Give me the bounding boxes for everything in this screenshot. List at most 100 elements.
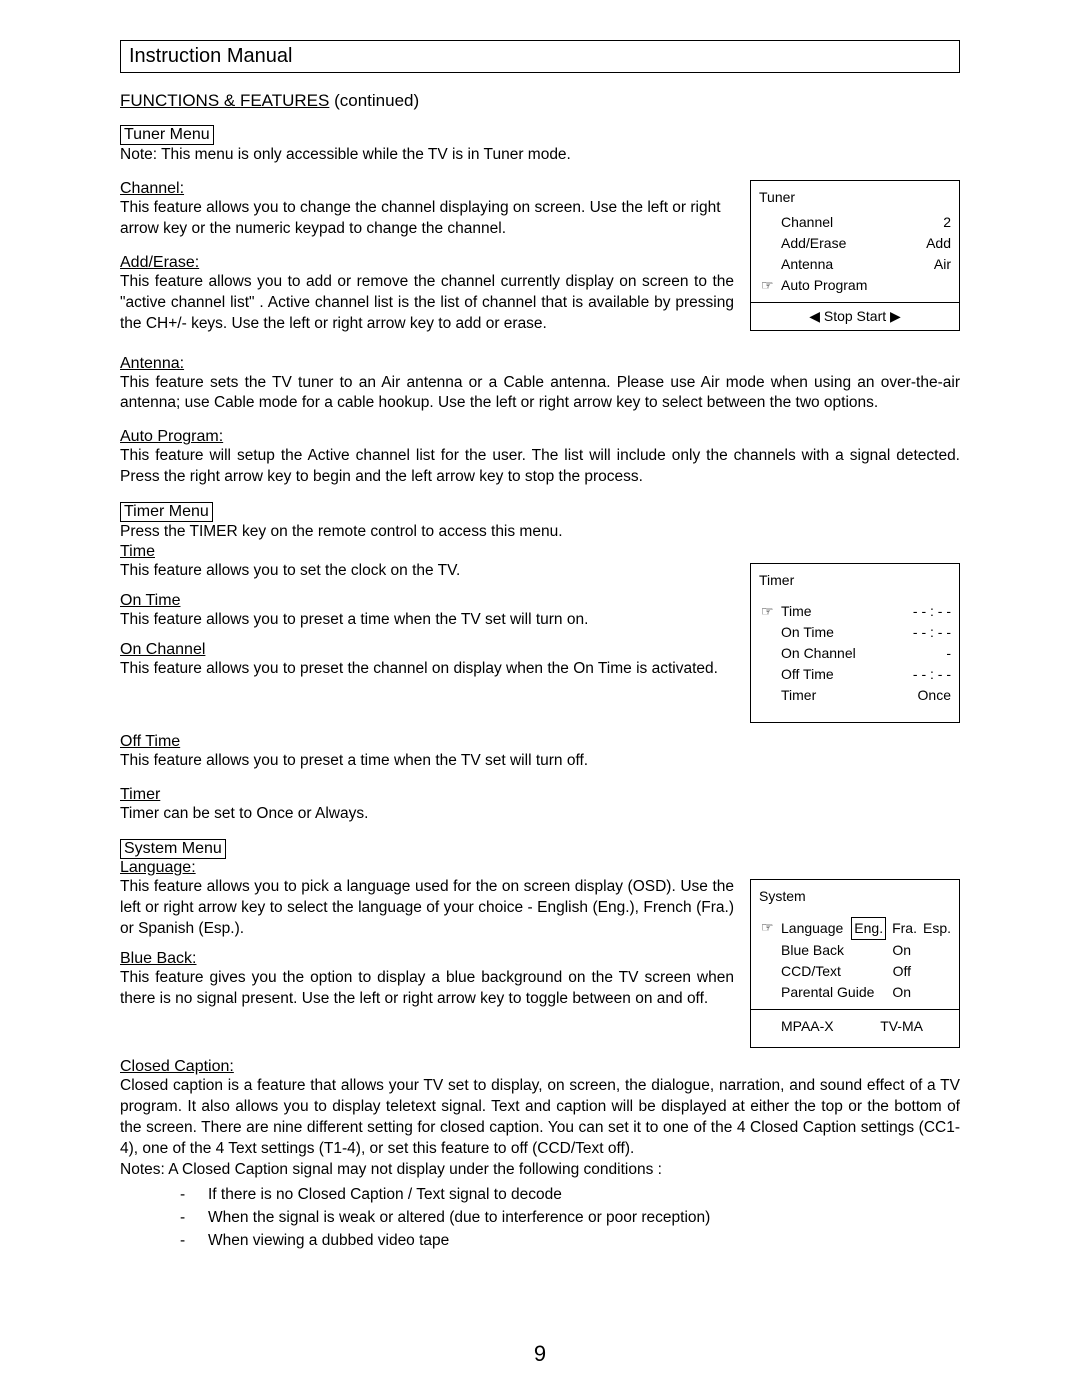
osd-row: Add/Erase Add — [759, 233, 951, 254]
osd-value: Add — [926, 233, 951, 254]
pointer-icon: ☞ — [761, 601, 774, 622]
osd-value: - - : - - — [913, 622, 951, 643]
ontime-block: On Time This feature allows you to prese… — [120, 592, 734, 631]
autoprogram-block: Auto Program: This feature will setup th… — [120, 428, 960, 488]
osd-value: - - : - - — [913, 664, 951, 685]
tuner-osd-title: Tuner — [759, 187, 951, 208]
osd-row: Parental Guide On — [759, 982, 951, 1003]
pointer-icon: ☞ — [761, 917, 774, 938]
osd-label: Timer — [781, 685, 816, 706]
antenna-text: This feature sets the TV tuner to an Air… — [120, 373, 960, 415]
pointer-icon: ☞ — [761, 275, 774, 296]
lang-option: Fra. — [892, 918, 917, 939]
add-erase-heading: Add/Erase: — [120, 254, 734, 272]
osd-row: MPAA-X TV-MA — [759, 1016, 951, 1041]
osd-label: Antenna — [781, 254, 833, 275]
system-menu-label: System Menu — [120, 839, 226, 859]
section-cont: (continued) — [329, 91, 419, 110]
timer-menu-block: Timer Menu Press the TIMER key on the re… — [120, 502, 960, 543]
osd-value: 2 — [943, 212, 951, 233]
system-menu-block: System Menu — [120, 839, 960, 859]
system-osd: System ☞ Language Eng. Fra. Esp. Blue Ba… — [750, 879, 960, 1048]
add-erase-text: This feature allows you to add or remove… — [120, 272, 734, 335]
tuner-two-col: Channel: This feature allows you to chan… — [120, 180, 960, 349]
osd-label: CCD/Text — [781, 961, 841, 982]
osd-row: Blue Back On — [759, 940, 951, 961]
timer-menu-label: Timer Menu — [120, 502, 213, 522]
osd-label: Add/Erase — [781, 233, 846, 254]
system-osd-title: System — [759, 886, 951, 907]
osd-label: On Time — [781, 622, 834, 643]
osd-row: Off Time - - : - - — [759, 664, 951, 685]
closedcaption-block: Closed Caption: Closed caption is a feat… — [120, 1058, 960, 1252]
antenna-heading: Antenna: — [120, 355, 960, 373]
ontime-heading: On Time — [120, 592, 734, 610]
closedcaption-heading: Closed Caption: — [120, 1058, 960, 1076]
tuner-osd-footer: ◀ Stop Start ▶ — [751, 302, 959, 330]
osd-label: Off Time — [781, 664, 834, 685]
add-erase-block: Add/Erase: This feature allows you to ad… — [120, 254, 734, 335]
time-heading: Time — [120, 543, 734, 561]
osd-label: MPAA-X — [781, 1016, 834, 1037]
osd-value: TV-MA — [880, 1016, 951, 1037]
offtime-text: This feature allows you to preset a time… — [120, 751, 960, 772]
autoprogram-heading: Auto Program: — [120, 428, 960, 446]
manual-page: Instruction Manual FUNCTIONS & FEATURES … — [0, 0, 1080, 1397]
osd-row: CCD/Text Off — [759, 961, 951, 982]
osd-label: Language — [781, 918, 845, 939]
tuner-menu-block: Tuner Menu Note: This menu is only acces… — [120, 125, 960, 166]
osd-row: ☞ Auto Program — [759, 275, 951, 296]
osd-row: Channel 2 — [759, 212, 951, 233]
cc-note: If there is no Closed Caption / Text sig… — [180, 1183, 960, 1206]
timer-text: Timer can be set to Once or Always. — [120, 804, 960, 825]
timer-intro: Press the TIMER key on the remote contro… — [120, 522, 960, 543]
osd-row: Antenna Air — [759, 254, 951, 275]
time-block: Time This feature allows you to set the … — [120, 543, 734, 582]
osd-lang-row: ☞ Language Eng. Fra. Esp. — [759, 917, 951, 940]
blueback-text: This feature gives you the option to dis… — [120, 968, 734, 1010]
osd-value: - — [946, 643, 951, 664]
section-name: FUNCTIONS & FEATURES — [120, 91, 329, 110]
language-block: Language: This feature allows you to pic… — [120, 859, 734, 940]
osd-value: On — [892, 940, 951, 961]
blueback-block: Blue Back: This feature gives you the op… — [120, 950, 734, 1010]
tuner-note: Note: This menu is only accessible while… — [120, 145, 960, 166]
timer-heading: Timer — [120, 786, 960, 804]
language-heading: Language: — [120, 859, 734, 877]
osd-row: On Channel - — [759, 643, 951, 664]
osd-label: On Channel — [781, 643, 856, 664]
osd-label: Channel — [781, 212, 833, 233]
timer-block: Timer Timer can be set to Once or Always… — [120, 786, 960, 825]
page-title: Instruction Manual — [120, 40, 960, 73]
osd-value: Once — [918, 685, 951, 706]
antenna-block: Antenna: This feature sets the TV tuner … — [120, 355, 960, 415]
section-heading: FUNCTIONS & FEATURES (continued) — [120, 91, 960, 111]
lang-option: Esp. — [923, 918, 951, 939]
osd-label: Time — [781, 601, 812, 622]
offtime-block: Off Time This feature allows you to pres… — [120, 733, 960, 772]
timer-osd: Timer ☞ Time - - : - - On Time - - : - -… — [750, 563, 960, 723]
channel-text: This feature allows you to change the ch… — [120, 198, 734, 240]
osd-label: Parental Guide — [781, 982, 874, 1003]
cc-note: When the signal is weak or altered (due … — [180, 1206, 960, 1229]
osd-label: Blue Back — [781, 940, 844, 961]
time-text: This feature allows you to set the clock… — [120, 561, 734, 582]
onchannel-block: On Channel This feature allows you to pr… — [120, 641, 734, 680]
offtime-heading: Off Time — [120, 733, 960, 751]
osd-row: Timer Once — [759, 685, 951, 706]
osd-label: Auto Program — [781, 275, 867, 296]
tuner-osd: Tuner Channel 2 Add/Erase Add Antenna Ai… — [750, 180, 960, 331]
lang-selected: Eng. — [851, 917, 886, 940]
onchannel-heading: On Channel — [120, 641, 734, 659]
ontime-text: This feature allows you to preset a time… — [120, 610, 734, 631]
osd-row: On Time - - : - - — [759, 622, 951, 643]
onchannel-text: This feature allows you to preset the ch… — [120, 659, 734, 680]
language-text: This feature allows you to pick a langua… — [120, 877, 734, 940]
page-number: 9 — [0, 1341, 1080, 1367]
closedcaption-notes-intro: Notes: A Closed Caption signal may not d… — [120, 1160, 960, 1181]
osd-value: - - : - - — [913, 601, 951, 622]
closedcaption-notes: If there is no Closed Caption / Text sig… — [180, 1183, 960, 1253]
tuner-menu-label: Tuner Menu — [120, 125, 214, 145]
closedcaption-text: Closed caption is a feature that allows … — [120, 1076, 960, 1160]
autoprogram-text: This feature will setup the Active chann… — [120, 446, 960, 488]
